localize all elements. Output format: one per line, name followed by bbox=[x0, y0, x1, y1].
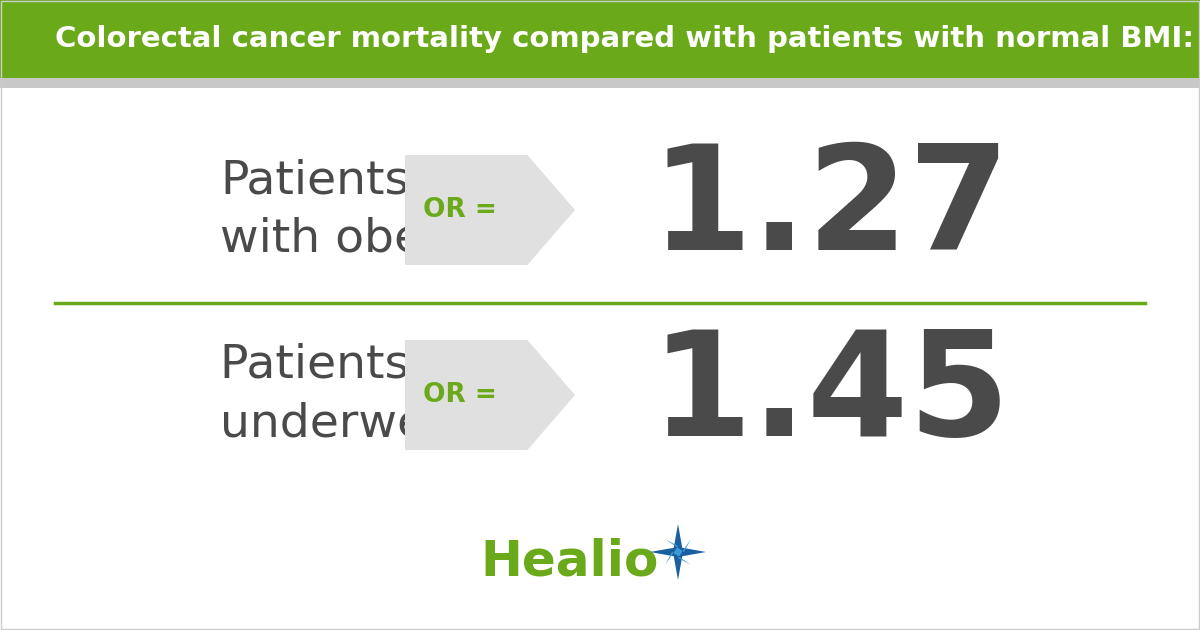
Text: OR =: OR = bbox=[424, 382, 497, 408]
Text: Healio: Healio bbox=[481, 538, 659, 586]
FancyBboxPatch shape bbox=[0, 78, 1200, 88]
Polygon shape bbox=[665, 539, 691, 564]
Polygon shape bbox=[650, 524, 706, 580]
Text: 1.45: 1.45 bbox=[650, 324, 1010, 466]
Text: 1.27: 1.27 bbox=[650, 139, 1010, 280]
Text: Patients
with obesity: Patients with obesity bbox=[220, 158, 508, 262]
Polygon shape bbox=[406, 155, 575, 265]
Text: Patients with
underweight: Patients with underweight bbox=[220, 343, 524, 447]
FancyBboxPatch shape bbox=[0, 0, 1200, 78]
Text: OR =: OR = bbox=[424, 197, 497, 223]
Polygon shape bbox=[406, 340, 575, 450]
Text: Colorectal cancer mortality compared with patients with normal BMI:: Colorectal cancer mortality compared wit… bbox=[55, 25, 1194, 53]
